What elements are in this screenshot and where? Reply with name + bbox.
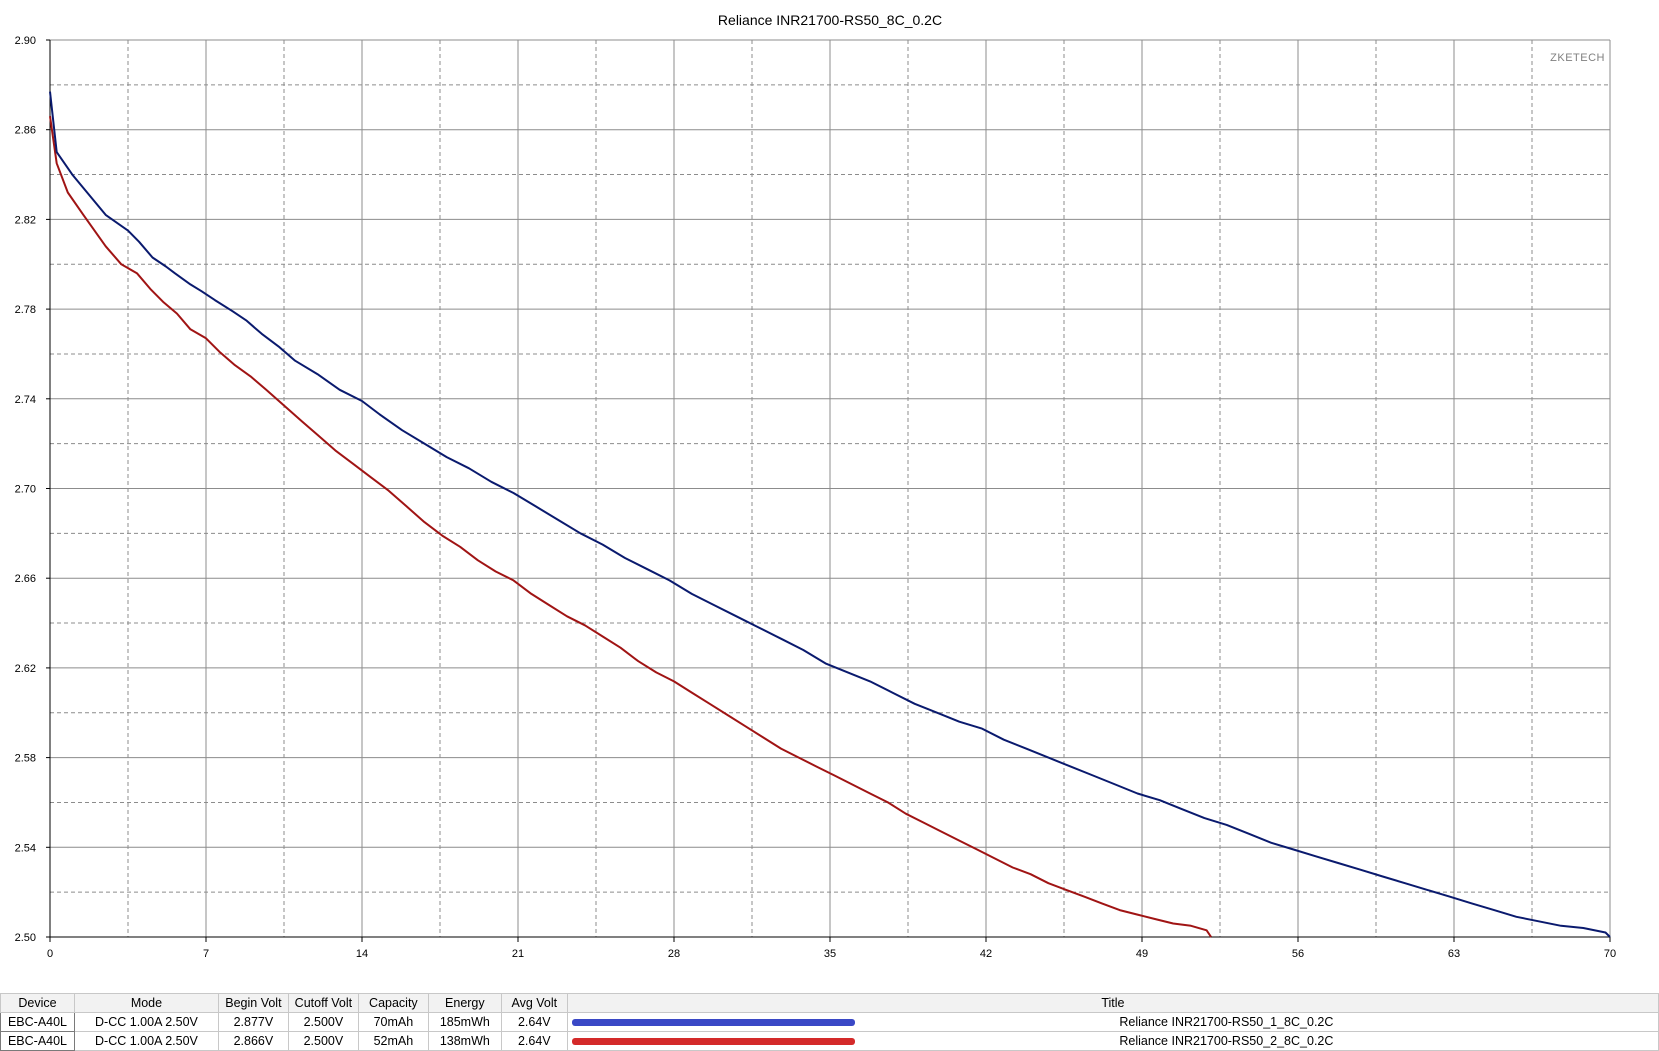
series-title: Reliance INR21700-RS50_2_8C_0.2C: [1119, 1034, 1334, 1048]
x-tick-label: 56: [1292, 948, 1304, 960]
begin-volt-cell: 2.866V: [217, 1031, 289, 1051]
x-tick-label: 14: [356, 948, 368, 960]
series-color-swatch: [571, 1018, 855, 1026]
begin-volt-cell: 2.877V: [217, 1012, 289, 1032]
x-tick-label: 7: [203, 948, 209, 960]
y-tick-label: 2.74: [15, 394, 36, 406]
y-tick-label: 2.90: [15, 35, 36, 47]
watermark-label: ZKETECH: [1550, 52, 1605, 64]
series-color-swatch: [571, 1037, 855, 1045]
y-tick-label: 2.86: [15, 125, 36, 137]
grid: [46, 39, 1611, 942]
x-tick-label: 0: [47, 948, 53, 960]
header-begin-volt[interactable]: Begin Volt: [217, 993, 289, 1013]
y-tick-label: 2.78: [15, 304, 36, 316]
avg-volt-cell: 2.64V: [500, 1031, 568, 1051]
series-line: [49, 91, 1611, 938]
y-tick-label: 2.62: [15, 663, 36, 675]
device-cell: EBC-A40L: [0, 1012, 75, 1032]
x-tick-label: 28: [668, 948, 680, 960]
cutoff-volt-cell: 2.500V: [287, 1012, 359, 1032]
device-cell: EBC-A40L: [0, 1031, 75, 1051]
x-tick-label: 21: [512, 948, 524, 960]
title-cell: Reliance INR21700-RS50_2_8C_0.2C: [566, 1031, 1659, 1051]
header-energy[interactable]: Energy: [427, 993, 502, 1013]
x-tick-label: 35: [824, 948, 836, 960]
x-tick-label: 63: [1448, 948, 1460, 960]
energy-cell: 138mWh: [427, 1031, 502, 1051]
y-tick-label: 2.66: [15, 573, 36, 585]
header-capacity[interactable]: Capacity: [357, 993, 429, 1013]
chart: Reliance INR21700-RS50_8C_0.2C ZKETECH 0…: [15, 12, 1617, 960]
avg-volt-cell: 2.64V: [500, 1012, 568, 1032]
series-line: [49, 116, 1212, 938]
y-tick-label: 2.70: [15, 484, 36, 496]
header-avg-volt[interactable]: Avg Volt: [500, 993, 568, 1013]
capacity-cell: 70mAh: [357, 1012, 429, 1032]
title-cell: Reliance INR21700-RS50_1_8C_0.2C: [566, 1012, 1659, 1032]
mode-cell: D-CC 1.00A 2.50V: [73, 1012, 219, 1032]
table-row[interactable]: EBC-A40L D-CC 1.00A 2.50V 2.877V 2.500V …: [0, 1012, 1659, 1032]
header-cutoff-volt[interactable]: Cutoff Volt: [287, 993, 359, 1013]
header-title[interactable]: Title: [566, 993, 1659, 1013]
chart-title: Reliance INR21700-RS50_8C_0.2C: [718, 12, 942, 28]
tick-labels: 0 7 14 21 28 35 42 49 56 63 70 2.50 2.54 2.58 2.62 2.66…: [15, 35, 1617, 960]
y-tick-label: 2.82: [15, 214, 36, 226]
x-tick-label: 42: [980, 948, 992, 960]
y-tick-label: 2.54: [15, 842, 36, 854]
header-device[interactable]: Device: [0, 993, 75, 1013]
energy-cell: 185mWh: [427, 1012, 502, 1032]
results-table: Device Mode Begin Volt Cutoff Volt Capac…: [0, 993, 1659, 1051]
cutoff-volt-cell: 2.500V: [287, 1031, 359, 1051]
plot-area: [49, 91, 1611, 938]
capacity-cell: 52mAh: [357, 1031, 429, 1051]
mode-cell: D-CC 1.00A 2.50V: [73, 1031, 219, 1051]
x-tick-label: 70: [1604, 948, 1616, 960]
header-mode[interactable]: Mode: [73, 993, 219, 1013]
y-tick-label: 2.50: [15, 932, 36, 944]
y-tick-label: 2.58: [15, 753, 36, 765]
series-title: Reliance INR21700-RS50_1_8C_0.2C: [1119, 1015, 1334, 1029]
table-row[interactable]: EBC-A40L D-CC 1.00A 2.50V 2.866V 2.500V …: [0, 1031, 1659, 1051]
x-tick-label: 49: [1136, 948, 1148, 960]
table-header-row: Device Mode Begin Volt Cutoff Volt Capac…: [0, 993, 1659, 1013]
